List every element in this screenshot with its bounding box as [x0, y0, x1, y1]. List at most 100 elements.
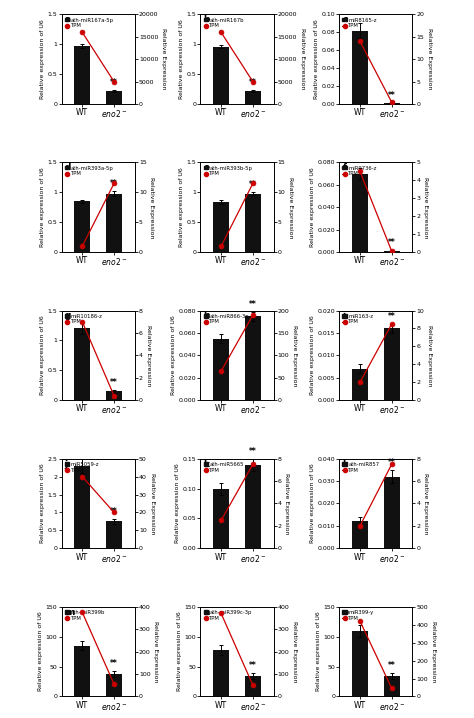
- Text: **: **: [110, 180, 118, 189]
- Bar: [245, 194, 261, 252]
- Legend: ath-miR866-3p, TPM: ath-miR866-3p, TPM: [203, 313, 250, 325]
- Text: f: f: [343, 164, 346, 172]
- Legend: ath-miR399c-3p, TPM: ath-miR399c-3p, TPM: [203, 610, 252, 621]
- Text: **: **: [388, 90, 396, 100]
- Bar: [213, 47, 229, 104]
- Legend: miR5059-z, TPM: miR5059-z, TPM: [64, 461, 100, 473]
- Text: m: m: [65, 607, 74, 617]
- Y-axis label: Relative Expression: Relative Expression: [427, 29, 432, 90]
- Text: h: h: [204, 312, 210, 320]
- Legend: miR10186-z, TPM: miR10186-z, TPM: [64, 313, 103, 325]
- Bar: [245, 91, 261, 104]
- Bar: [106, 391, 122, 401]
- Bar: [352, 30, 368, 104]
- Y-axis label: Relative expression of U6: Relative expression of U6: [40, 464, 45, 544]
- Y-axis label: Relative expression of U6: Relative expression of U6: [314, 19, 319, 99]
- Y-axis label: Relative Expression: Relative Expression: [423, 177, 428, 238]
- Bar: [106, 194, 122, 252]
- Text: **: **: [249, 300, 257, 309]
- Text: l: l: [343, 460, 346, 469]
- Bar: [384, 251, 400, 252]
- Y-axis label: Relative expression of U6: Relative expression of U6: [179, 167, 184, 247]
- Legend: ath-miR393b-5p, TPM: ath-miR393b-5p, TPM: [203, 165, 253, 177]
- Bar: [352, 630, 368, 696]
- Y-axis label: Relative expression of U6: Relative expression of U6: [310, 315, 315, 396]
- Bar: [74, 329, 90, 401]
- Bar: [245, 316, 261, 401]
- Text: d: d: [65, 164, 71, 172]
- Legend: miR9736-z, TPM: miR9736-z, TPM: [342, 165, 377, 177]
- Text: e: e: [204, 164, 210, 172]
- Text: **: **: [249, 447, 257, 456]
- Y-axis label: Relative expression of U6: Relative expression of U6: [179, 19, 184, 99]
- Y-axis label: Relative Expression: Relative Expression: [423, 472, 428, 534]
- Y-axis label: Relative expression of U6: Relative expression of U6: [171, 315, 176, 396]
- Bar: [74, 645, 90, 696]
- Y-axis label: Relative Expression: Relative Expression: [154, 621, 158, 682]
- Legend: ath-miR167b, TPM: ath-miR167b, TPM: [203, 17, 245, 29]
- Text: **: **: [110, 78, 118, 87]
- Bar: [352, 174, 368, 252]
- Y-axis label: Relative Expression: Relative Expression: [292, 325, 297, 386]
- Legend: miR399-y, TPM: miR399-y, TPM: [342, 610, 374, 621]
- Legend: ath-miR167a-5p, TPM: ath-miR167a-5p, TPM: [64, 17, 114, 29]
- Y-axis label: Relative expression of U6: Relative expression of U6: [175, 464, 180, 544]
- Y-axis label: Relative Expression: Relative Expression: [300, 29, 305, 90]
- Y-axis label: Relative expression of U6: Relative expression of U6: [316, 612, 321, 691]
- Text: **: **: [249, 180, 257, 189]
- Bar: [106, 521, 122, 549]
- Y-axis label: Relative expression of U6: Relative expression of U6: [177, 612, 182, 691]
- Bar: [213, 488, 229, 549]
- Text: **: **: [110, 659, 118, 668]
- Y-axis label: Relative expression of U6: Relative expression of U6: [40, 19, 45, 99]
- Y-axis label: Relative Expression: Relative Expression: [284, 472, 290, 534]
- Bar: [384, 676, 400, 696]
- Y-axis label: Relative Expression: Relative Expression: [146, 325, 151, 386]
- Text: **: **: [110, 507, 118, 516]
- Bar: [106, 673, 122, 696]
- Text: **: **: [388, 312, 396, 322]
- Bar: [74, 466, 90, 549]
- Bar: [384, 103, 400, 104]
- Y-axis label: Relative Expression: Relative Expression: [161, 29, 166, 90]
- Bar: [352, 521, 368, 549]
- Text: **: **: [249, 661, 257, 670]
- Text: k: k: [204, 460, 210, 469]
- Text: i: i: [343, 312, 346, 320]
- Y-axis label: Relative expression of U6: Relative expression of U6: [310, 167, 315, 247]
- Text: **: **: [388, 458, 396, 467]
- Text: n: n: [204, 607, 210, 617]
- Bar: [213, 650, 229, 696]
- Text: o: o: [343, 607, 348, 617]
- Legend: miR8165-z, TPM: miR8165-z, TPM: [342, 17, 377, 29]
- Legend: ath-miR5665, TPM: ath-miR5665, TPM: [203, 461, 245, 473]
- Y-axis label: Relative Expression: Relative Expression: [431, 621, 436, 682]
- Text: **: **: [388, 238, 396, 247]
- Bar: [245, 676, 261, 696]
- Legend: ath-miR399b, TPM: ath-miR399b, TPM: [64, 610, 106, 621]
- Y-axis label: Relative expression of U6: Relative expression of U6: [38, 612, 43, 691]
- Bar: [352, 369, 368, 401]
- Y-axis label: Relative Expression: Relative Expression: [149, 472, 155, 534]
- Text: g: g: [65, 312, 71, 320]
- Y-axis label: Relative Expression: Relative Expression: [149, 177, 155, 238]
- Legend: ath-miR857, TPM: ath-miR857, TPM: [342, 461, 380, 473]
- Bar: [213, 339, 229, 401]
- Bar: [384, 329, 400, 401]
- Y-axis label: Relative Expression: Relative Expression: [288, 177, 293, 238]
- Bar: [384, 477, 400, 549]
- Text: j: j: [65, 460, 68, 469]
- Bar: [245, 465, 261, 549]
- Text: c: c: [343, 15, 348, 24]
- Bar: [74, 46, 90, 104]
- Y-axis label: Relative Expression: Relative Expression: [427, 325, 432, 386]
- Text: **: **: [249, 78, 257, 87]
- Text: a: a: [65, 15, 71, 24]
- Y-axis label: Relative expression of U6: Relative expression of U6: [310, 464, 315, 544]
- Text: b: b: [204, 15, 210, 24]
- Bar: [74, 201, 90, 252]
- Bar: [213, 202, 229, 252]
- Text: **: **: [388, 661, 396, 670]
- Y-axis label: Relative Expression: Relative Expression: [292, 621, 297, 682]
- Legend: ath-miR393a-5p, TPM: ath-miR393a-5p, TPM: [64, 165, 114, 177]
